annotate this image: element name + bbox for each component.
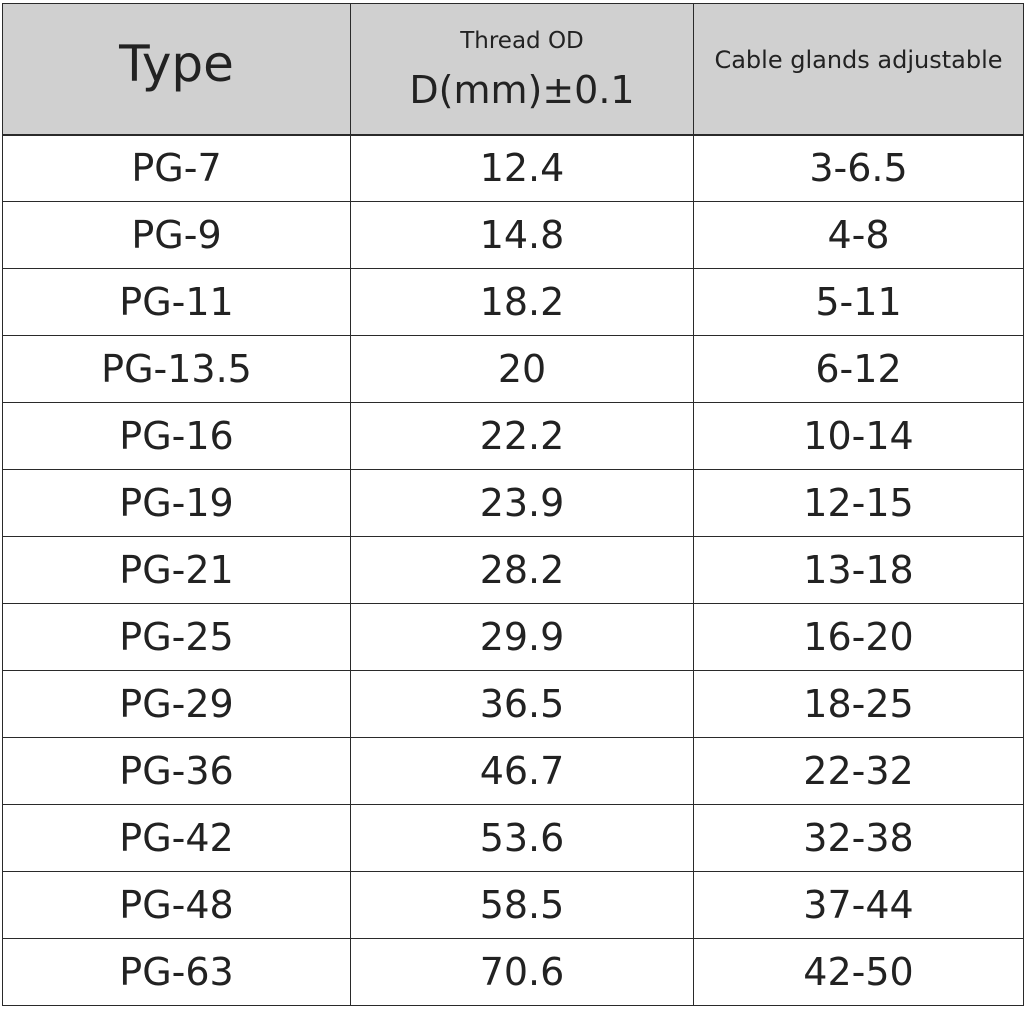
table-cell: 36.5 <box>350 670 694 738</box>
table-cell: 53.6 <box>350 804 694 872</box>
table-cell: 46.7 <box>350 737 694 805</box>
table-cell: 42-50 <box>693 938 1024 1006</box>
table-cell: PG-9 <box>2 201 351 269</box>
table-cell: PG-7 <box>2 134 351 202</box>
table-cell: 23.9 <box>350 469 694 537</box>
table-cell: 37-44 <box>693 871 1024 939</box>
table-cell: PG-13.5 <box>2 335 351 403</box>
table-cell: 16-20 <box>693 603 1024 671</box>
table-cell: 13-18 <box>693 536 1024 604</box>
table-cell: PG-48 <box>2 871 351 939</box>
table-cell: PG-19 <box>2 469 351 537</box>
table-cell: 32-38 <box>693 804 1024 872</box>
header-cell: Thread OD D(mm)±0.1 <box>350 3 694 136</box>
table-cell: 10-14 <box>693 402 1024 470</box>
table-cell: 58.5 <box>350 871 694 939</box>
table-cell: PG-11 <box>2 268 351 336</box>
table-cell: PG-63 <box>2 938 351 1006</box>
table-cell: 20 <box>350 335 694 403</box>
table-cell: 29.9 <box>350 603 694 671</box>
header-cell: Type <box>2 3 351 136</box>
table-cell: 5-11 <box>693 268 1024 336</box>
table-cell: 12-15 <box>693 469 1024 537</box>
table-cell: 22.2 <box>350 402 694 470</box>
table-cell: PG-16 <box>2 402 351 470</box>
table-cell: 70.6 <box>350 938 694 1006</box>
header-cell: Cable glands adjustable <box>693 3 1024 136</box>
table-cell: 22-32 <box>693 737 1024 805</box>
header-cable: Cable glands adjustable <box>714 45 1003 74</box>
table-cell: PG-21 <box>2 536 351 604</box>
table-cell: 6-12 <box>693 335 1024 403</box>
table-cell: 3-6.5 <box>693 134 1024 202</box>
table-cell: PG-29 <box>2 670 351 738</box>
header-od-title: Thread OD <box>460 27 584 54</box>
table-cell: 28.2 <box>350 536 694 604</box>
header-od-unit: D(mm)±0.1 <box>409 67 635 112</box>
table-cell: 12.4 <box>350 134 694 202</box>
table-cell: 14.8 <box>350 201 694 269</box>
header-type: Type <box>119 34 234 93</box>
table-cell: 18.2 <box>350 268 694 336</box>
table-cell: PG-36 <box>2 737 351 805</box>
table-cell: PG-42 <box>2 804 351 872</box>
table-cell: 4-8 <box>693 201 1024 269</box>
table-cell: PG-25 <box>2 603 351 671</box>
table-cell: 18-25 <box>693 670 1024 738</box>
